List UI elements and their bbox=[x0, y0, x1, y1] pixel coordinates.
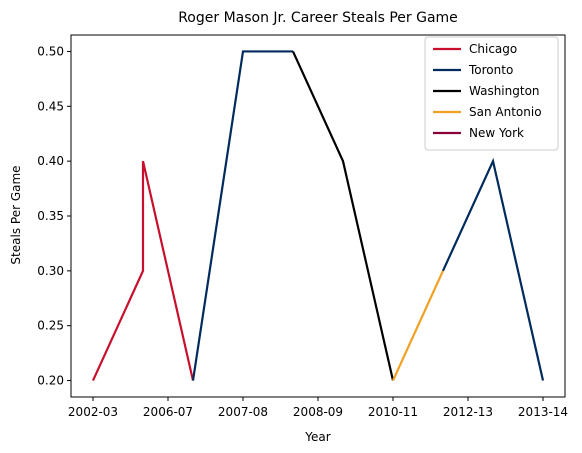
chart-title: Roger Mason Jr. Career Steals Per Game bbox=[178, 10, 458, 26]
y-tick-label: 0.35 bbox=[37, 209, 64, 223]
legend: Chicago Toronto Washington San Antonio New Y… bbox=[424, 36, 559, 151]
x-tick-label: 2012-13 bbox=[443, 405, 493, 419]
legend-label: San Antonio bbox=[469, 105, 542, 119]
legend-label: Washington bbox=[469, 84, 540, 98]
x-tick-label: 2006-07 bbox=[143, 405, 193, 419]
y-tick-label: 0.50 bbox=[37, 44, 64, 58]
x-tick-label: 2010-11 bbox=[368, 405, 418, 419]
x-axis-label: Year bbox=[304, 430, 330, 444]
plot-area: 0.20 0.25 0.30 0.35 0.40 0.45 0.50 2002-03 2006-… bbox=[37, 34, 568, 419]
legend-label: Chicago bbox=[469, 42, 517, 56]
series-line-continuation bbox=[441, 157, 545, 381]
series-line-toronto bbox=[191, 50, 293, 381]
y-tick-label: 0.45 bbox=[37, 99, 64, 113]
y-tick-label: 0.20 bbox=[37, 374, 64, 388]
series-line-chicago bbox=[91, 160, 195, 382]
series-line-washington bbox=[291, 50, 395, 381]
x-tick-label: 2007-08 bbox=[218, 405, 268, 419]
y-tick-label: 0.25 bbox=[37, 319, 64, 333]
x-tick-label: 2008-09 bbox=[293, 405, 343, 419]
y-tick-label: 0.30 bbox=[37, 264, 64, 278]
y-axis-label: Steals Per Game bbox=[9, 165, 23, 264]
x-tick-label: 2013-14 bbox=[518, 405, 568, 419]
series-line-san-antonio bbox=[391, 270, 445, 382]
legend-label: New York bbox=[469, 126, 524, 140]
x-tick-label: 2002-03 bbox=[68, 405, 118, 419]
legend-box bbox=[424, 36, 559, 151]
y-tick-label: 0.40 bbox=[37, 154, 64, 168]
legend-label: Toronto bbox=[468, 63, 513, 77]
